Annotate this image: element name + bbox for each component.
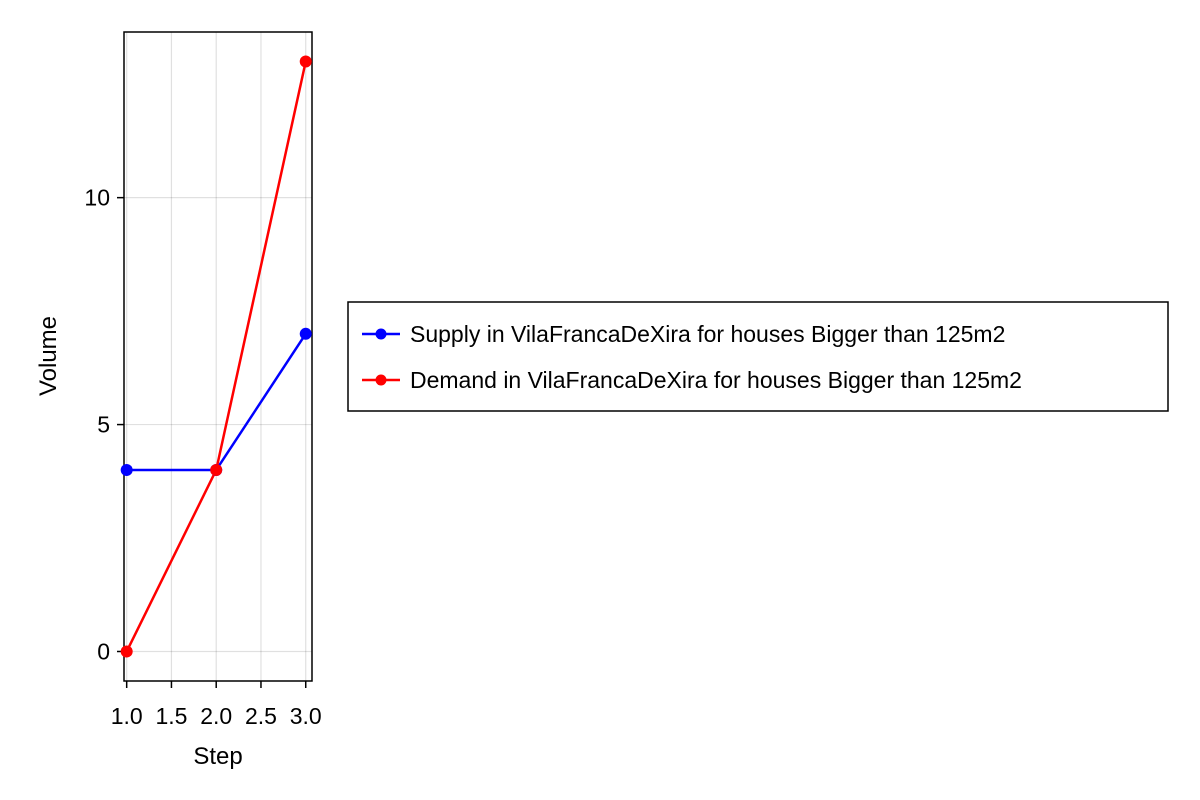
series-0-point — [299, 327, 312, 340]
grid-lines — [124, 32, 312, 681]
legend-label-supply: Supply in VilaFrancaDeXira for houses Bi… — [410, 321, 1005, 347]
y-axis-label: Volume — [35, 316, 62, 396]
series-layer — [120, 55, 312, 658]
series-1-point — [210, 463, 223, 476]
plot-frame — [123, 31, 313, 682]
legend-box — [347, 301, 1169, 412]
series-0-point — [120, 463, 133, 476]
legend-entry-supply: Supply in VilaFrancaDeXira for houses Bi… — [362, 321, 1005, 347]
x-tick-label: 2.0 — [200, 703, 232, 729]
legend-entry-demand: Demand in VilaFrancaDeXira for houses Bi… — [362, 367, 1022, 393]
y-tick-label: 0 — [97, 639, 110, 665]
y-tick-label: 5 — [97, 412, 110, 438]
y-tick-label: 10 — [84, 185, 110, 211]
x-tick-label: 1.5 — [155, 703, 187, 729]
x-tick-label: 1.0 — [111, 703, 143, 729]
x-axis-label: Step — [193, 743, 242, 770]
series-1-point — [299, 55, 312, 68]
legend: Supply in VilaFrancaDeXira for houses Bi… — [347, 301, 1169, 412]
x-tick-label: 3.0 — [290, 703, 322, 729]
legend-label-demand: Demand in VilaFrancaDeXira for houses Bi… — [410, 367, 1022, 393]
axis-ticks: 1.0 1.5 2.0 2.5 3.0 0 5 10 — [84, 185, 321, 729]
legend-marker-demand — [375, 374, 387, 386]
series-1-point — [120, 645, 133, 658]
legend-marker-supply — [375, 328, 387, 340]
x-tick-label: 2.5 — [245, 703, 277, 729]
